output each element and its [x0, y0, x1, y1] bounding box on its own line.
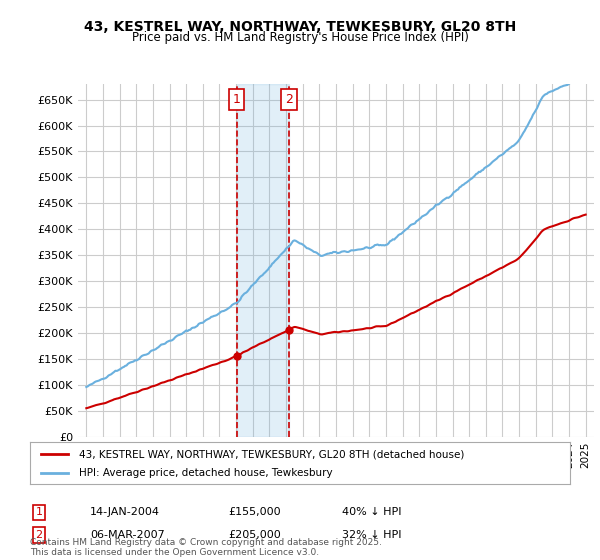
Text: Price paid vs. HM Land Registry's House Price Index (HPI): Price paid vs. HM Land Registry's House …: [131, 31, 469, 44]
Bar: [237, 84, 289, 437]
Text: 14-JAN-2004: 14-JAN-2004: [90, 507, 160, 517]
Text: Contains HM Land Registry data © Crown copyright and database right 2025.
This d: Contains HM Land Registry data © Crown c…: [30, 538, 382, 557]
Text: 06-MAR-2007: 06-MAR-2007: [90, 530, 165, 540]
Text: 1: 1: [35, 507, 43, 517]
Text: HPI: Average price, detached house, Tewkesbury: HPI: Average price, detached house, Tewk…: [79, 468, 332, 478]
Text: 40% ↓ HPI: 40% ↓ HPI: [342, 507, 401, 517]
Text: 2: 2: [35, 530, 43, 540]
Text: 2: 2: [285, 93, 293, 106]
Text: £155,000: £155,000: [228, 507, 281, 517]
Text: £205,000: £205,000: [228, 530, 281, 540]
Text: 43, KESTREL WAY, NORTHWAY, TEWKESBURY, GL20 8TH (detached house): 43, KESTREL WAY, NORTHWAY, TEWKESBURY, G…: [79, 449, 464, 459]
Text: 32% ↓ HPI: 32% ↓ HPI: [342, 530, 401, 540]
Text: 43, KESTREL WAY, NORTHWAY, TEWKESBURY, GL20 8TH: 43, KESTREL WAY, NORTHWAY, TEWKESBURY, G…: [84, 20, 516, 34]
Text: 1: 1: [233, 93, 241, 106]
